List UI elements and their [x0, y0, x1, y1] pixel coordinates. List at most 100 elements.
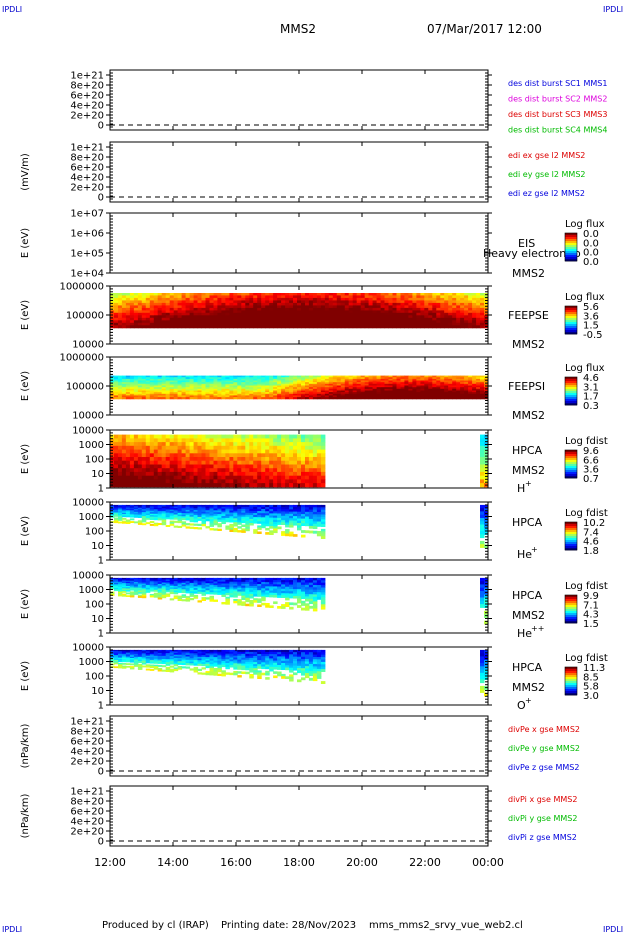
heatmap-cell	[368, 307, 374, 311]
heatmap-cell	[424, 378, 429, 382]
heatmap-cell	[213, 388, 218, 391]
heatmap-cell	[114, 315, 119, 319]
heatmap-cell	[137, 383, 143, 386]
heatmap-cell	[137, 516, 143, 518]
heatmap-cell	[392, 325, 397, 329]
heatmap-cell	[125, 397, 131, 400]
heatmap-cell	[225, 320, 230, 324]
heatmap-cell	[448, 383, 453, 386]
heatmap-cell	[249, 378, 254, 382]
heatmap-cell	[424, 375, 429, 378]
heatmap-cell	[464, 320, 469, 324]
heatmap-cell	[452, 315, 457, 319]
heatmap-cell	[114, 507, 119, 510]
heatmap-cell	[388, 315, 393, 319]
heatmap-cell	[141, 388, 147, 391]
heatmap-cell	[277, 457, 282, 462]
y-tick-label: 1	[98, 484, 104, 495]
heatmap-cell	[428, 305, 433, 309]
heatmap-cell	[221, 377, 226, 380]
heatmap-cell	[185, 397, 191, 400]
heatmap-cell	[484, 527, 488, 532]
heatmap-cell	[424, 305, 429, 309]
heatmap-cell	[388, 382, 393, 385]
heatmap-cell	[396, 315, 401, 319]
heatmap-cell	[157, 585, 163, 588]
heatmap-cell	[114, 320, 119, 324]
heatmap-cell	[484, 438, 488, 443]
heatmap-cell	[161, 380, 167, 383]
heatmap-cell	[312, 310, 318, 314]
heatmap-cell	[245, 312, 250, 316]
heatmap-cell	[289, 449, 294, 454]
heatmap-cell	[118, 510, 123, 512]
heatmap-cell	[217, 380, 222, 383]
heatmap-cell	[173, 297, 179, 301]
heatmap-cell	[360, 390, 366, 393]
heatmap-cell	[408, 325, 413, 329]
heatmap-cell	[261, 525, 266, 529]
heatmap-cell	[301, 300, 306, 304]
heatmap-cell	[440, 315, 445, 319]
heatmap-cell	[316, 438, 322, 443]
heatmap-cell	[165, 387, 171, 390]
heatmap-cell	[297, 297, 302, 301]
colorbar-tick-label: 4.6	[583, 373, 599, 384]
heatmap-cell	[157, 393, 163, 396]
heatmap-cell	[157, 464, 163, 469]
heatmap-cell	[229, 508, 234, 512]
heatmap-cell	[161, 393, 167, 396]
heatmap-cell	[201, 317, 206, 321]
heatmap-cell	[169, 438, 175, 443]
heatmap-cell	[324, 392, 330, 395]
heatmap-cell	[197, 527, 202, 530]
heatmap-cell	[257, 397, 262, 400]
heatmap-cell	[213, 468, 218, 473]
heatmap-cell	[316, 521, 322, 525]
heatmap-cell	[114, 390, 119, 393]
heatmap-cell	[448, 382, 453, 385]
heatmap-cell	[121, 475, 127, 480]
heatmap-cell	[364, 375, 370, 378]
heatmap-cell	[153, 392, 159, 395]
heatmap-cell	[261, 513, 266, 516]
heatmap-cell	[340, 387, 346, 390]
heatmap-cell	[281, 442, 286, 447]
heatmap-cell	[273, 524, 278, 527]
heatmap-cell	[157, 317, 163, 321]
heatmap-cell	[173, 504, 179, 507]
heatmap-cell	[121, 471, 127, 477]
heatmap-cell	[412, 297, 417, 301]
heatmap-cell	[249, 518, 254, 522]
heatmap-cell	[249, 460, 254, 465]
heatmap-cell	[193, 302, 199, 306]
heatmap-cell	[197, 460, 202, 465]
heatmap-cell	[153, 295, 159, 299]
heatmap-cell	[129, 305, 135, 309]
heatmap-cell	[444, 302, 449, 306]
heatmap-cell	[484, 453, 488, 458]
heatmap-cell	[165, 593, 171, 596]
heatmap-cell	[110, 504, 115, 507]
heatmap-cell	[233, 518, 238, 521]
heatmap-cell	[352, 310, 358, 314]
heatmap-cell	[273, 442, 278, 447]
heatmap-cell	[181, 518, 187, 521]
heatmap-cell	[149, 385, 155, 388]
heatmap-cell	[125, 312, 131, 316]
heatmap-cell	[273, 315, 278, 319]
heatmap-cell	[312, 385, 318, 388]
heatmap-cell	[424, 392, 429, 395]
heatmap-cell	[217, 383, 222, 386]
heatmap-cell	[277, 438, 282, 443]
heatmap-cell	[121, 305, 127, 309]
heatmap-cell	[233, 464, 238, 469]
heatmap-cell	[181, 508, 187, 511]
heatmap-cell	[265, 468, 270, 473]
heatmap-cell	[301, 504, 306, 508]
heatmap-cell	[257, 382, 262, 385]
heatmap-cell	[372, 387, 378, 390]
heatmap-cell	[412, 325, 417, 329]
heatmap-cell	[269, 504, 274, 508]
heatmap-cell	[153, 460, 159, 465]
